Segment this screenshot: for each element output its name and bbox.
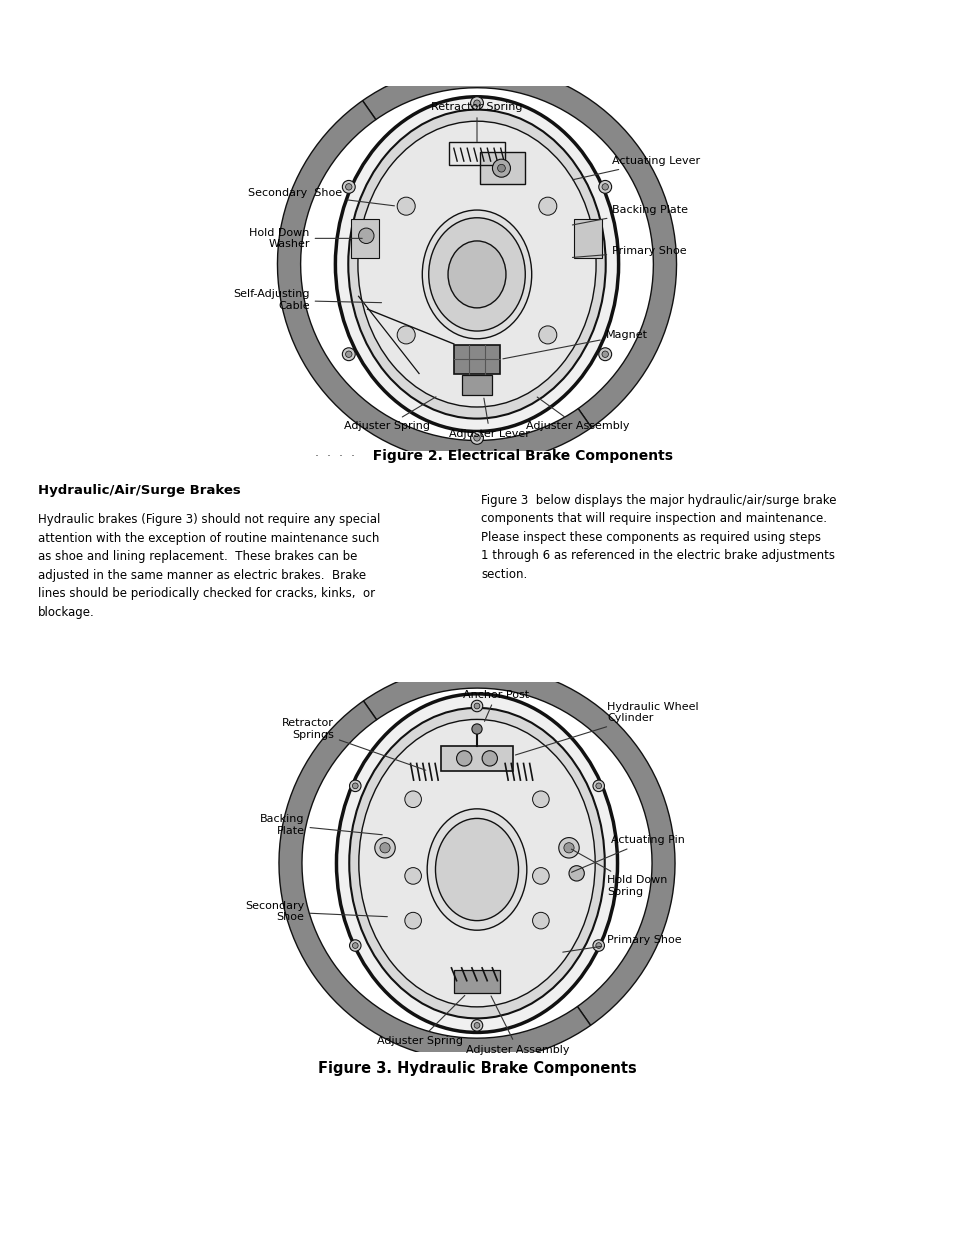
Ellipse shape: [470, 431, 483, 445]
FancyBboxPatch shape: [441, 746, 512, 771]
Circle shape: [396, 198, 415, 215]
Text: Adjuster Spring: Adjuster Spring: [343, 396, 436, 431]
Ellipse shape: [598, 348, 611, 361]
Ellipse shape: [596, 783, 601, 789]
Circle shape: [492, 159, 510, 177]
Circle shape: [404, 790, 421, 808]
Circle shape: [538, 326, 557, 343]
Ellipse shape: [601, 184, 608, 190]
Text: Adjuster Spring: Adjuster Spring: [376, 995, 464, 1046]
Circle shape: [379, 842, 390, 853]
Text: Adjuster Assembly: Adjuster Assembly: [466, 995, 569, 1055]
Circle shape: [568, 866, 583, 881]
Text: ·  ·  ·  ·: · · · ·: [314, 450, 362, 463]
Ellipse shape: [448, 241, 505, 308]
Wedge shape: [362, 64, 676, 427]
Wedge shape: [278, 701, 590, 1061]
Text: Hydraulic brakes (Figure 3) should not require any special
attention with the ex: Hydraulic brakes (Figure 3) should not r…: [38, 513, 380, 619]
Circle shape: [375, 837, 395, 858]
Ellipse shape: [598, 180, 611, 194]
Ellipse shape: [342, 348, 355, 361]
Wedge shape: [277, 100, 591, 463]
Ellipse shape: [352, 783, 357, 789]
Ellipse shape: [596, 942, 601, 948]
Text: Primary Shoe: Primary Shoe: [562, 935, 681, 952]
Circle shape: [563, 842, 574, 853]
Ellipse shape: [471, 700, 482, 711]
FancyBboxPatch shape: [351, 219, 378, 258]
Circle shape: [558, 837, 578, 858]
Ellipse shape: [474, 435, 479, 441]
Ellipse shape: [474, 703, 479, 709]
Text: Figure 3. Hydraulic Brake Components: Figure 3. Hydraulic Brake Components: [317, 1061, 636, 1076]
FancyBboxPatch shape: [461, 374, 492, 395]
Ellipse shape: [474, 100, 479, 106]
Circle shape: [538, 198, 557, 215]
Wedge shape: [363, 666, 675, 1025]
Ellipse shape: [422, 210, 531, 338]
Ellipse shape: [349, 781, 360, 792]
Ellipse shape: [435, 819, 518, 920]
Ellipse shape: [470, 96, 483, 110]
Ellipse shape: [593, 781, 604, 792]
Text: Hydraulic/Air/Surge Brakes: Hydraulic/Air/Surge Brakes: [38, 484, 241, 496]
Circle shape: [456, 751, 472, 766]
Ellipse shape: [345, 184, 352, 190]
Circle shape: [404, 868, 421, 884]
Ellipse shape: [358, 720, 595, 1007]
Ellipse shape: [352, 942, 357, 948]
Ellipse shape: [336, 694, 617, 1032]
Text: Magnet: Magnet: [502, 330, 647, 359]
FancyBboxPatch shape: [454, 346, 499, 373]
Text: DCA-60SSAI — PARTS AND OPERATION  MANUAL— FINAL COPY  (09/15/01) — PAGE 15: DCA-60SSAI — PARTS AND OPERATION MANUAL—…: [211, 1207, 742, 1216]
Text: Figure 2. Electrical Brake Components: Figure 2. Electrical Brake Components: [362, 450, 672, 463]
Ellipse shape: [357, 121, 596, 408]
Text: Backing Plate: Backing Plate: [572, 205, 687, 225]
Text: Adjuster Assembly: Adjuster Assembly: [525, 396, 629, 431]
Text: Primary Shoe: Primary Shoe: [572, 246, 686, 257]
Text: Anchor Post: Anchor Post: [462, 689, 529, 721]
Text: Actuating Lever: Actuating Lever: [572, 156, 700, 180]
Ellipse shape: [471, 1020, 482, 1031]
Ellipse shape: [593, 940, 604, 951]
Text: Self-Adjusting
Cable: Self-Adjusting Cable: [233, 289, 381, 311]
Circle shape: [497, 164, 505, 172]
Text: Retractor
Springs: Retractor Springs: [282, 719, 425, 771]
Circle shape: [532, 790, 549, 808]
Circle shape: [481, 751, 497, 766]
FancyBboxPatch shape: [573, 219, 601, 258]
Text: DCA-60SSAI  —TRAILER SAFETY GUIDELINES: DCA-60SSAI —TRAILER SAFETY GUIDELINES: [267, 27, 801, 48]
Circle shape: [358, 228, 374, 243]
Ellipse shape: [348, 110, 605, 419]
Text: Secondary
Shoe: Secondary Shoe: [245, 900, 387, 923]
Text: Retractor Spring: Retractor Spring: [431, 103, 522, 142]
Text: Figure 3  below displays the major hydraulic/air/surge brake
components that wil: Figure 3 below displays the major hydrau…: [481, 494, 836, 580]
Ellipse shape: [349, 708, 604, 1019]
FancyBboxPatch shape: [454, 971, 499, 993]
Ellipse shape: [601, 351, 608, 357]
Ellipse shape: [427, 809, 526, 930]
Ellipse shape: [474, 1023, 479, 1029]
Circle shape: [404, 913, 421, 929]
FancyBboxPatch shape: [479, 152, 524, 184]
Text: Hold Down
Spring: Hold Down Spring: [571, 850, 667, 897]
Circle shape: [532, 913, 549, 929]
Circle shape: [472, 724, 481, 734]
Ellipse shape: [335, 96, 618, 431]
Ellipse shape: [428, 217, 525, 331]
Text: Backing
Plate: Backing Plate: [260, 814, 382, 836]
Ellipse shape: [342, 180, 355, 194]
Text: Adjuster Lever: Adjuster Lever: [449, 398, 530, 438]
Ellipse shape: [345, 351, 352, 357]
Text: Actuating Pin: Actuating Pin: [571, 835, 684, 872]
Text: Hold Down
Washer: Hold Down Washer: [249, 227, 362, 249]
Circle shape: [532, 868, 549, 884]
Text: Secondary  Shoe: Secondary Shoe: [248, 188, 394, 206]
Text: Hydraulic Wheel
Cylinder: Hydraulic Wheel Cylinder: [515, 701, 699, 755]
Ellipse shape: [349, 940, 360, 951]
Circle shape: [396, 326, 415, 343]
